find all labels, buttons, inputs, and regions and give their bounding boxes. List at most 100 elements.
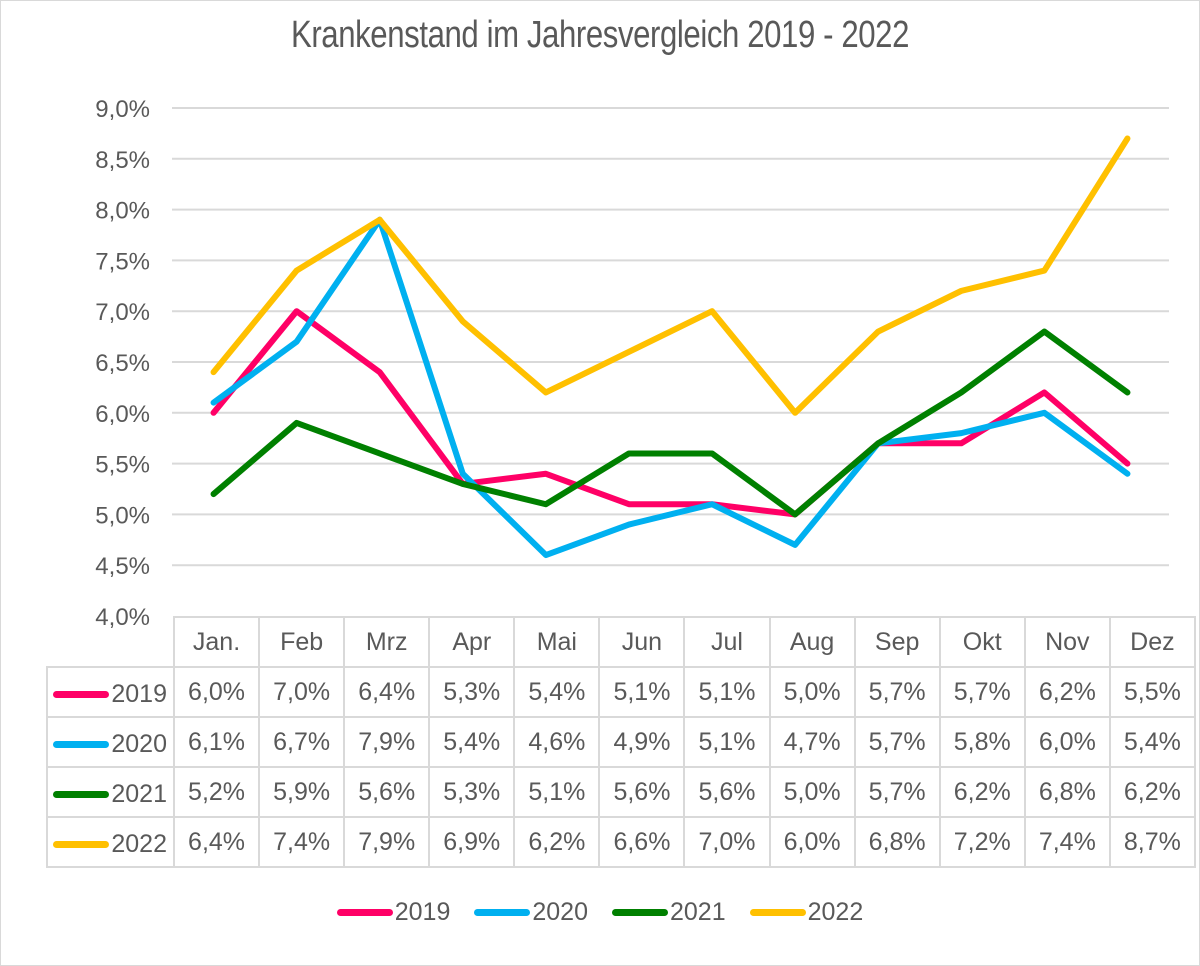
legend-item-2021: 2021 — [612, 898, 726, 927]
series-name: 2019 — [111, 679, 167, 708]
table-cell: 5,7% — [938, 666, 1026, 718]
legend-line-icon — [474, 909, 531, 916]
table-header-cell: Nov — [1023, 616, 1111, 668]
table-cell: 6,0% — [1023, 716, 1111, 768]
table-cell: 7,2% — [938, 816, 1026, 868]
chart-title: Krankenstand im Jahresvergleich 2019 - 2… — [290, 14, 910, 56]
table-cell: 6,8% — [853, 816, 941, 868]
table-cell: 5,6% — [683, 766, 771, 818]
table-header-cell: Jul — [683, 616, 771, 668]
table-series-label: 2022 — [46, 816, 175, 868]
y-tick-label: 8,0% — [95, 198, 150, 225]
y-tick-label: 7,5% — [95, 248, 150, 275]
table-cell: 7,9% — [343, 816, 431, 868]
table-header-cell: Dez — [1108, 616, 1196, 668]
table-cell: 6,8% — [1023, 766, 1111, 818]
table-cell: 4,7% — [768, 716, 856, 768]
legend-label: 2021 — [670, 898, 726, 926]
table-cell: 5,7% — [853, 766, 941, 818]
table-row: 2020 6,1% 6,7% 7,9% 5,4% 4,6% 4,9% 5,1% 4,7% 5,7%… — [46, 716, 1196, 768]
y-tick-label: 5,5% — [95, 452, 150, 479]
legend-key-icon — [53, 790, 110, 798]
legend-line-icon — [612, 909, 668, 916]
table-cell: 5,3% — [428, 766, 516, 818]
y-tick-label: 7,0% — [95, 299, 150, 326]
table-cell: 5,6% — [343, 766, 431, 818]
table-cell: 5,7% — [853, 666, 941, 718]
table-cell: 4,6% — [513, 716, 601, 768]
table-cell: 6,1% — [172, 716, 261, 768]
table-cell: 7,4% — [258, 816, 346, 868]
table-cell: 7,4% — [1023, 816, 1111, 868]
legend-key-icon — [53, 840, 110, 848]
table-cell: 6,7% — [258, 716, 346, 768]
table-cell: 5,1% — [683, 666, 771, 718]
table-header-cell: Okt — [938, 616, 1026, 668]
series-name: 2022 — [111, 829, 167, 858]
legend-item-2020: 2020 — [474, 898, 588, 927]
table-cell: 5,8% — [938, 716, 1026, 768]
table-cell: 5,6% — [598, 766, 686, 818]
legend-key-icon — [53, 740, 110, 748]
table-cell: 6,0% — [768, 816, 856, 868]
table-header-cell: Sep — [853, 616, 941, 668]
table-header-cell: Feb — [258, 616, 346, 668]
series-line-2022 — [210, 135, 1131, 416]
table-cell: 6,4% — [172, 816, 261, 868]
series-line-2020 — [210, 216, 1131, 559]
legend-label: 2019 — [394, 898, 451, 926]
table-cell: 5,1% — [513, 766, 601, 818]
legend: 2019 2020 2021 2022 — [0, 898, 1200, 927]
table-cell: 5,2% — [172, 766, 261, 818]
table-header-row: Jan. Feb Mrz Apr Mai Jun Jul Aug Sep Okt Nov Dez — [47, 616, 1196, 668]
table-header-cell: Mrz — [343, 616, 431, 668]
table-header-cell: Aug — [768, 616, 856, 668]
table-cell: 6,2% — [1108, 766, 1196, 818]
table-row: 2022 6,4% 7,4% 7,9% 6,9% 6,2% 6,6% 7,0% 6,0% 6,8%… — [46, 816, 1196, 868]
legend-key-icon — [53, 690, 110, 698]
table-header-cell: Jan. — [172, 616, 261, 668]
table-cell: 7,0% — [683, 816, 771, 868]
y-tick-label: 4,5% — [95, 553, 150, 580]
legend-label: 2022 — [807, 898, 864, 926]
gridlines — [172, 107, 1169, 567]
series-lines — [210, 135, 1131, 559]
table-cell: 4,9% — [598, 716, 686, 768]
table-cell: 5,1% — [598, 666, 686, 718]
table-cell: 5,9% — [258, 766, 346, 818]
table-cell: 6,9% — [428, 816, 516, 868]
table-row: 2019 6,0% 7,0% 6,4% 5,3% 5,4% 5,1% 5,1% 5,0% 5,7%… — [46, 666, 1196, 718]
table-cell: 5,4% — [1108, 716, 1196, 768]
series-name: 2021 — [111, 779, 167, 808]
y-tick-label: 6,0% — [95, 401, 150, 428]
y-tick-label: 4,0% — [95, 604, 150, 631]
table-cell: 5,5% — [1108, 666, 1196, 718]
y-tick-label: 6,5% — [95, 350, 150, 377]
legend-label: 2020 — [532, 898, 588, 926]
table-cell: 5,4% — [428, 716, 516, 768]
table-header-cell: Jun — [598, 616, 686, 668]
legend-line-icon — [749, 909, 806, 916]
table-cell: 5,1% — [683, 716, 771, 768]
table-series-label: 2021 — [46, 766, 175, 818]
y-tick-label: 5,0% — [95, 502, 150, 529]
table-cell: 5,0% — [768, 766, 856, 818]
legend-item-2019: 2019 — [336, 898, 451, 927]
table-series-label: 2020 — [46, 716, 175, 768]
table-corner — [47, 617, 174, 667]
table-cell: 7,0% — [258, 666, 346, 718]
y-tick-label: 8,5% — [95, 147, 150, 174]
table-cell: 5,4% — [513, 666, 601, 718]
table-cell: 8,7% — [1108, 816, 1196, 868]
table-series-label: 2019 — [46, 666, 175, 718]
table-cell: 6,4% — [343, 666, 431, 718]
table-cell: 6,2% — [1023, 666, 1111, 718]
table-cell: 6,0% — [172, 666, 261, 718]
series-line-2019 — [210, 308, 1131, 518]
legend-item-2022: 2022 — [749, 898, 864, 927]
y-tick-label: 9,0% — [95, 96, 150, 123]
table-cell: 6,2% — [938, 766, 1026, 818]
y-axis-ticks: 4,0% 4,5% 5,0% 5,5% 6,0% 6,5% 7,0% 7,5% 8,0% 8,5%… — [95, 96, 150, 631]
legend-line-icon — [336, 909, 393, 916]
